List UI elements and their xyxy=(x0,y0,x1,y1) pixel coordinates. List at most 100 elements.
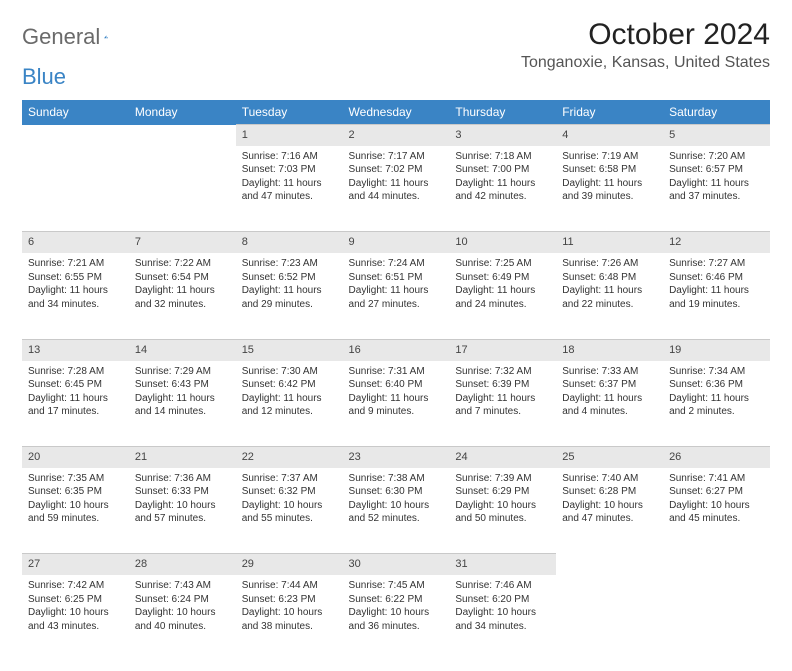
cell-line-sr: Sunrise: 7:17 AM xyxy=(349,150,444,164)
cell-line-d2: and 38 minutes. xyxy=(242,620,337,634)
day-header: Friday xyxy=(556,100,663,125)
cell-line-ss: Sunset: 6:28 PM xyxy=(562,485,657,499)
cell-line-d2: and 12 minutes. xyxy=(242,405,337,419)
cell-line-sr: Sunrise: 7:21 AM xyxy=(28,257,123,271)
cell-line-ss: Sunset: 6:40 PM xyxy=(349,378,444,392)
cell-line-ss: Sunset: 7:02 PM xyxy=(349,163,444,177)
cell-line-sr: Sunrise: 7:37 AM xyxy=(242,472,337,486)
day-header: Sunday xyxy=(22,100,129,125)
day-content-cell: Sunrise: 7:41 AMSunset: 6:27 PMDaylight:… xyxy=(663,468,770,554)
day-content-cell: Sunrise: 7:37 AMSunset: 6:32 PMDaylight:… xyxy=(236,468,343,554)
cell-line-d1: Daylight: 11 hours xyxy=(242,392,337,406)
day-number-cell: 14 xyxy=(129,339,236,360)
cell-line-ss: Sunset: 6:54 PM xyxy=(135,271,230,285)
cell-line-d2: and 55 minutes. xyxy=(242,512,337,526)
cell-line-d1: Daylight: 10 hours xyxy=(455,606,550,620)
day-content-cell: Sunrise: 7:22 AMSunset: 6:54 PMDaylight:… xyxy=(129,253,236,339)
cell-line-ss: Sunset: 6:46 PM xyxy=(669,271,764,285)
cell-line-d1: Daylight: 11 hours xyxy=(135,392,230,406)
day-number-cell xyxy=(663,554,770,575)
cell-line-ss: Sunset: 6:35 PM xyxy=(28,485,123,499)
cell-line-d1: Daylight: 10 hours xyxy=(135,606,230,620)
cell-line-sr: Sunrise: 7:44 AM xyxy=(242,579,337,593)
cell-line-sr: Sunrise: 7:32 AM xyxy=(455,365,550,379)
day-number-cell xyxy=(22,125,129,146)
cell-line-ss: Sunset: 6:48 PM xyxy=(562,271,657,285)
calendar-body: 12345Sunrise: 7:16 AMSunset: 7:03 PMDayl… xyxy=(22,125,770,662)
day-content-cell xyxy=(129,146,236,232)
cell-line-sr: Sunrise: 7:19 AM xyxy=(562,150,657,164)
cell-line-d2: and 24 minutes. xyxy=(455,298,550,312)
day-number-cell: 31 xyxy=(449,554,556,575)
location-text: Tonganoxie, Kansas, United States xyxy=(521,54,770,72)
cell-line-ss: Sunset: 6:33 PM xyxy=(135,485,230,499)
cell-line-d1: Daylight: 11 hours xyxy=(669,392,764,406)
day-header: Monday xyxy=(129,100,236,125)
day-number-cell: 12 xyxy=(663,232,770,253)
calendar-table: SundayMondayTuesdayWednesdayThursdayFrid… xyxy=(22,100,770,661)
day-number-cell: 10 xyxy=(449,232,556,253)
day-content-cell: Sunrise: 7:38 AMSunset: 6:30 PMDaylight:… xyxy=(343,468,450,554)
cell-line-sr: Sunrise: 7:39 AM xyxy=(455,472,550,486)
cell-line-ss: Sunset: 6:55 PM xyxy=(28,271,123,285)
cell-line-d1: Daylight: 11 hours xyxy=(135,284,230,298)
cell-line-ss: Sunset: 6:58 PM xyxy=(562,163,657,177)
cell-line-d1: Daylight: 11 hours xyxy=(562,392,657,406)
day-content-row: Sunrise: 7:42 AMSunset: 6:25 PMDaylight:… xyxy=(22,575,770,661)
day-header: Wednesday xyxy=(343,100,450,125)
day-number-cell: 15 xyxy=(236,339,343,360)
cell-line-d1: Daylight: 10 hours xyxy=(28,499,123,513)
day-number-cell xyxy=(556,554,663,575)
cell-line-sr: Sunrise: 7:26 AM xyxy=(562,257,657,271)
cell-line-d1: Daylight: 11 hours xyxy=(455,392,550,406)
cell-line-d1: Daylight: 11 hours xyxy=(562,284,657,298)
cell-line-d1: Daylight: 11 hours xyxy=(349,392,444,406)
cell-line-sr: Sunrise: 7:30 AM xyxy=(242,365,337,379)
cell-line-sr: Sunrise: 7:36 AM xyxy=(135,472,230,486)
day-content-cell: Sunrise: 7:31 AMSunset: 6:40 PMDaylight:… xyxy=(343,361,450,447)
cell-line-ss: Sunset: 6:51 PM xyxy=(349,271,444,285)
cell-line-ss: Sunset: 6:37 PM xyxy=(562,378,657,392)
cell-line-d2: and 17 minutes. xyxy=(28,405,123,419)
day-content-cell xyxy=(22,146,129,232)
cell-line-sr: Sunrise: 7:46 AM xyxy=(455,579,550,593)
day-content-cell: Sunrise: 7:42 AMSunset: 6:25 PMDaylight:… xyxy=(22,575,129,661)
cell-line-ss: Sunset: 6:23 PM xyxy=(242,593,337,607)
day-number-cell: 8 xyxy=(236,232,343,253)
cell-line-d1: Daylight: 10 hours xyxy=(562,499,657,513)
day-number-cell: 7 xyxy=(129,232,236,253)
cell-line-d2: and 45 minutes. xyxy=(669,512,764,526)
cell-line-sr: Sunrise: 7:35 AM xyxy=(28,472,123,486)
day-number-cell: 4 xyxy=(556,125,663,146)
day-content-cell: Sunrise: 7:33 AMSunset: 6:37 PMDaylight:… xyxy=(556,361,663,447)
day-number-cell: 16 xyxy=(343,339,450,360)
cell-line-ss: Sunset: 6:42 PM xyxy=(242,378,337,392)
day-content-cell: Sunrise: 7:39 AMSunset: 6:29 PMDaylight:… xyxy=(449,468,556,554)
cell-line-d2: and 34 minutes. xyxy=(28,298,123,312)
cell-line-d1: Daylight: 11 hours xyxy=(349,177,444,191)
day-content-cell: Sunrise: 7:35 AMSunset: 6:35 PMDaylight:… xyxy=(22,468,129,554)
day-content-row: Sunrise: 7:28 AMSunset: 6:45 PMDaylight:… xyxy=(22,361,770,447)
cell-line-ss: Sunset: 6:20 PM xyxy=(455,593,550,607)
cell-line-d2: and 4 minutes. xyxy=(562,405,657,419)
day-content-cell: Sunrise: 7:16 AMSunset: 7:03 PMDaylight:… xyxy=(236,146,343,232)
day-number-cell: 30 xyxy=(343,554,450,575)
cell-line-d2: and 44 minutes. xyxy=(349,190,444,204)
cell-line-sr: Sunrise: 7:25 AM xyxy=(455,257,550,271)
cell-line-d2: and 22 minutes. xyxy=(562,298,657,312)
cell-line-d2: and 57 minutes. xyxy=(135,512,230,526)
day-number-cell: 22 xyxy=(236,447,343,468)
cell-line-d1: Daylight: 10 hours xyxy=(135,499,230,513)
day-content-cell xyxy=(663,575,770,661)
cell-line-ss: Sunset: 6:45 PM xyxy=(28,378,123,392)
day-content-cell: Sunrise: 7:43 AMSunset: 6:24 PMDaylight:… xyxy=(129,575,236,661)
cell-line-ss: Sunset: 7:00 PM xyxy=(455,163,550,177)
cell-line-d2: and 37 minutes. xyxy=(669,190,764,204)
day-content-cell: Sunrise: 7:28 AMSunset: 6:45 PMDaylight:… xyxy=(22,361,129,447)
cell-line-sr: Sunrise: 7:40 AM xyxy=(562,472,657,486)
day-content-row: Sunrise: 7:35 AMSunset: 6:35 PMDaylight:… xyxy=(22,468,770,554)
day-number-cell: 24 xyxy=(449,447,556,468)
cell-line-d2: and 52 minutes. xyxy=(349,512,444,526)
cell-line-d2: and 32 minutes. xyxy=(135,298,230,312)
day-content-cell: Sunrise: 7:36 AMSunset: 6:33 PMDaylight:… xyxy=(129,468,236,554)
